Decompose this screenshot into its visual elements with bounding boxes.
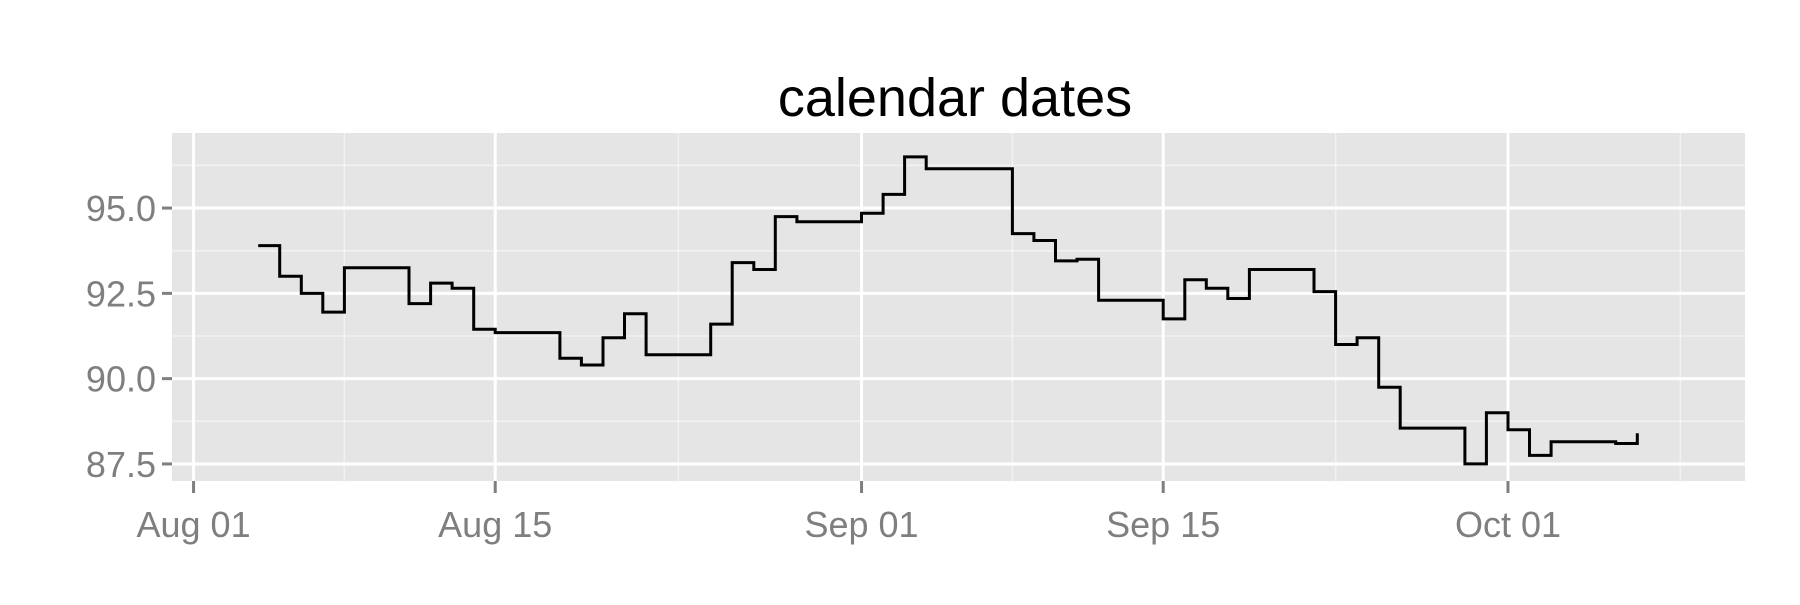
x-tick-label: Sep 01 [804,504,918,545]
x-tick-label: Aug 01 [136,504,250,545]
plot-background [172,133,1745,481]
y-tick-label: 87.5 [86,444,156,485]
x-tick-label: Aug 15 [438,504,552,545]
chart-title: calendar dates [778,68,1132,128]
y-tick-label: 90.0 [86,359,156,400]
plot-area: 87.5 90.0 92.5 95.0 Aug 01 Aug 15 Sep 01 Sep 15… [86,133,1745,545]
y-tick-label: 92.5 [86,273,156,314]
y-tick-label: 95.0 [86,188,156,229]
x-tick-label: Sep 15 [1106,504,1220,545]
series-step-line [258,155,1639,466]
x-tick-label: Oct 01 [1455,504,1561,545]
